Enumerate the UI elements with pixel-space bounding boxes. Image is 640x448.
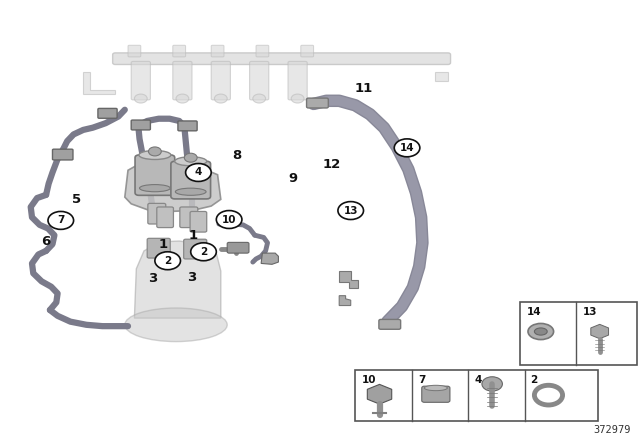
FancyBboxPatch shape xyxy=(128,45,141,57)
Text: 14: 14 xyxy=(527,307,541,317)
Text: 9: 9 xyxy=(289,172,298,185)
Ellipse shape xyxy=(424,385,447,391)
Circle shape xyxy=(148,147,161,156)
FancyBboxPatch shape xyxy=(131,61,150,100)
FancyBboxPatch shape xyxy=(211,61,230,100)
Circle shape xyxy=(216,211,242,228)
FancyBboxPatch shape xyxy=(178,121,197,131)
Circle shape xyxy=(291,94,304,103)
Text: 2: 2 xyxy=(531,375,538,385)
Circle shape xyxy=(394,139,420,157)
Circle shape xyxy=(134,94,147,103)
Polygon shape xyxy=(339,271,358,288)
FancyBboxPatch shape xyxy=(157,207,173,228)
FancyBboxPatch shape xyxy=(256,45,269,57)
Ellipse shape xyxy=(125,308,227,341)
FancyBboxPatch shape xyxy=(250,61,269,100)
Text: 3: 3 xyxy=(148,272,157,285)
Text: 1: 1 xyxy=(189,228,198,242)
Polygon shape xyxy=(125,159,221,211)
Text: 8: 8 xyxy=(232,149,241,163)
FancyBboxPatch shape xyxy=(422,386,450,402)
Circle shape xyxy=(176,94,189,103)
FancyBboxPatch shape xyxy=(307,98,328,108)
Text: 1: 1 xyxy=(159,237,168,251)
Circle shape xyxy=(48,211,74,229)
Ellipse shape xyxy=(140,185,170,192)
Text: 10: 10 xyxy=(222,215,236,224)
FancyBboxPatch shape xyxy=(131,120,150,130)
FancyBboxPatch shape xyxy=(135,155,175,195)
Text: 7: 7 xyxy=(418,375,426,385)
FancyBboxPatch shape xyxy=(52,149,73,160)
Text: 4: 4 xyxy=(474,375,482,385)
Polygon shape xyxy=(83,72,115,94)
FancyBboxPatch shape xyxy=(98,108,117,118)
Text: 2: 2 xyxy=(200,247,207,257)
FancyBboxPatch shape xyxy=(184,239,207,259)
Text: 12: 12 xyxy=(323,158,340,172)
FancyBboxPatch shape xyxy=(173,61,192,100)
FancyBboxPatch shape xyxy=(113,53,451,65)
Circle shape xyxy=(191,243,216,261)
Circle shape xyxy=(253,94,266,103)
Text: 11: 11 xyxy=(355,82,372,95)
FancyBboxPatch shape xyxy=(171,161,211,199)
Text: 13: 13 xyxy=(344,206,358,215)
Text: 372979: 372979 xyxy=(593,425,630,435)
Circle shape xyxy=(186,164,211,181)
Polygon shape xyxy=(261,253,278,264)
Text: 14: 14 xyxy=(400,143,414,153)
Circle shape xyxy=(338,202,364,220)
Text: 10: 10 xyxy=(362,375,376,385)
Ellipse shape xyxy=(528,323,554,340)
FancyBboxPatch shape xyxy=(379,319,401,329)
Circle shape xyxy=(214,94,227,103)
Text: 5: 5 xyxy=(72,193,81,206)
Ellipse shape xyxy=(175,188,206,195)
Circle shape xyxy=(482,377,502,391)
FancyBboxPatch shape xyxy=(301,45,314,57)
Polygon shape xyxy=(435,72,448,81)
Text: 2: 2 xyxy=(164,256,172,266)
FancyBboxPatch shape xyxy=(288,61,307,100)
FancyBboxPatch shape xyxy=(190,211,207,232)
FancyBboxPatch shape xyxy=(148,203,166,224)
FancyBboxPatch shape xyxy=(355,370,598,421)
FancyBboxPatch shape xyxy=(173,45,186,57)
Text: 4: 4 xyxy=(195,168,202,177)
FancyBboxPatch shape xyxy=(180,207,198,228)
Polygon shape xyxy=(591,324,609,339)
Text: 3: 3 xyxy=(188,271,196,284)
Polygon shape xyxy=(367,384,392,404)
Polygon shape xyxy=(134,241,221,318)
FancyBboxPatch shape xyxy=(227,242,249,253)
Polygon shape xyxy=(339,296,351,306)
Text: 6: 6 xyxy=(42,234,51,248)
FancyBboxPatch shape xyxy=(520,302,637,365)
Ellipse shape xyxy=(534,328,547,335)
Circle shape xyxy=(184,153,197,162)
Ellipse shape xyxy=(175,157,207,166)
Ellipse shape xyxy=(139,151,171,159)
FancyBboxPatch shape xyxy=(211,45,224,57)
Circle shape xyxy=(155,252,180,270)
Text: 13: 13 xyxy=(583,307,598,317)
FancyBboxPatch shape xyxy=(147,238,170,258)
Text: 7: 7 xyxy=(57,215,65,225)
